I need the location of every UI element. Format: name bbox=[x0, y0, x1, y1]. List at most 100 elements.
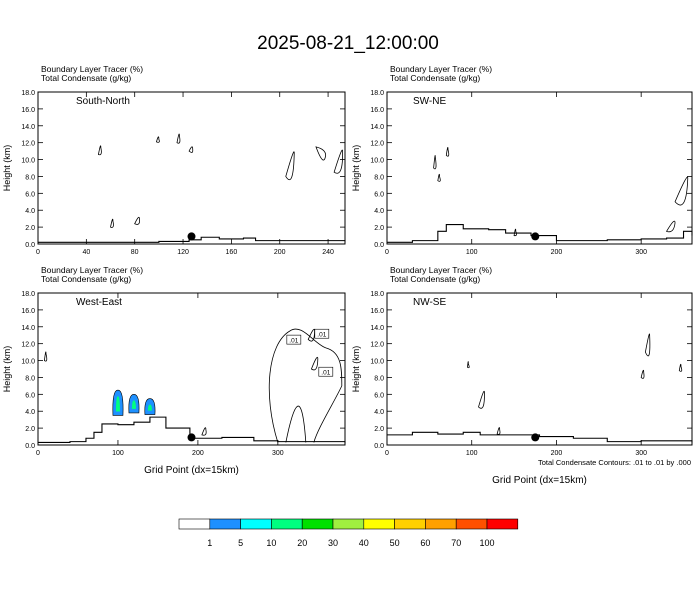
colorbar-label: 100 bbox=[479, 538, 494, 548]
location-marker bbox=[531, 232, 540, 241]
y-tick-label: 2.0 bbox=[25, 426, 35, 433]
y-axis-label: Height (km) bbox=[351, 346, 361, 393]
condensate-contour bbox=[134, 216, 140, 225]
y-axis-label: Height (km) bbox=[2, 145, 12, 192]
panel-west-east: Boundary Layer Tracer (%)Total Condensat… bbox=[2, 265, 346, 476]
field-label: Boundary Layer Tracer (%) bbox=[390, 265, 492, 275]
x-tick-label: 0 bbox=[385, 450, 389, 457]
field-label: Total Condensate (g/kg) bbox=[390, 274, 480, 284]
colorbar-label: 50 bbox=[390, 538, 400, 548]
panel-name: SW-NE bbox=[413, 96, 446, 107]
y-tick-label: 2.0 bbox=[25, 225, 35, 232]
y-tick-label: 4.0 bbox=[374, 409, 384, 416]
field-label: Total Condensate (g/kg) bbox=[390, 73, 480, 83]
y-tick-label: 18.0 bbox=[370, 291, 384, 298]
y-tick-label: 14.0 bbox=[21, 325, 35, 332]
y-tick-label: 4.0 bbox=[25, 208, 35, 215]
terrain-line bbox=[38, 236, 346, 243]
contour-label: .01 bbox=[289, 338, 298, 345]
panel-name: South-North bbox=[76, 96, 130, 107]
x-axis-label: Grid Point (dx=15km) bbox=[144, 465, 239, 476]
y-tick-label: 16.0 bbox=[21, 308, 35, 315]
y-tick-label: 2.0 bbox=[374, 225, 384, 232]
condensate-contour-large bbox=[268, 328, 343, 443]
field-label: Boundary Layer Tracer (%) bbox=[41, 265, 143, 275]
colorbar-label: 60 bbox=[420, 538, 430, 548]
colorbar-label: 70 bbox=[451, 538, 461, 548]
y-tick-label: 8.0 bbox=[25, 174, 35, 181]
x-tick-label: 100 bbox=[466, 450, 478, 457]
x-tick-label: 200 bbox=[274, 249, 286, 256]
y-tick-label: 8.0 bbox=[374, 174, 384, 181]
x-tick-label: 300 bbox=[272, 450, 284, 457]
y-tick-label: 0.0 bbox=[374, 242, 384, 249]
x-tick-label: 0 bbox=[36, 450, 40, 457]
condensate-contour bbox=[640, 369, 645, 379]
condensate-contour bbox=[97, 145, 102, 156]
colorbar-swatch bbox=[301, 518, 334, 530]
condensate-contour bbox=[285, 151, 295, 181]
colorbar-label: 10 bbox=[266, 538, 276, 548]
condensate-contour bbox=[478, 390, 485, 409]
y-tick-label: 0.0 bbox=[374, 443, 384, 450]
colorbar-swatch bbox=[486, 518, 519, 530]
condensate-contour bbox=[678, 363, 683, 372]
colorbar-swatch bbox=[455, 518, 488, 530]
plot-frame bbox=[37, 91, 346, 245]
condensate-contour bbox=[674, 176, 689, 206]
x-tick-label: 300 bbox=[635, 450, 647, 457]
x-tick-label: 200 bbox=[551, 249, 563, 256]
contour-label: .01 bbox=[321, 370, 330, 377]
tracer-plume-core bbox=[115, 396, 120, 412]
x-tick-label: 100 bbox=[466, 249, 478, 256]
terrain-line bbox=[387, 431, 693, 443]
condensate-contour bbox=[513, 228, 517, 237]
colorbar: 1 5 10 20 30 40 50 60 70 100 bbox=[178, 518, 519, 548]
colorbar-swatch bbox=[240, 518, 272, 530]
x-tick-label: 200 bbox=[551, 450, 563, 457]
colorbar-label: 40 bbox=[359, 538, 369, 548]
tracer-plume-core bbox=[147, 404, 152, 411]
y-tick-label: 6.0 bbox=[25, 191, 35, 198]
x-tick-label: 40 bbox=[82, 249, 90, 256]
y-tick-label: 10.0 bbox=[370, 359, 384, 366]
y-tick-label: 10.0 bbox=[21, 158, 35, 165]
colorbar-swatch bbox=[425, 518, 457, 530]
panel-name: West-East bbox=[76, 297, 122, 308]
x-tick-label: 300 bbox=[635, 249, 647, 256]
condensate-contour bbox=[176, 133, 181, 144]
terrain-line bbox=[387, 224, 693, 243]
y-tick-label: 16.0 bbox=[370, 308, 384, 315]
y-tick-label: 18.0 bbox=[21, 291, 35, 298]
panel-sw-ne: Boundary Layer Tracer (%)Total Condensat… bbox=[351, 64, 693, 256]
condensate-contour bbox=[110, 218, 114, 228]
x-tick-label: 120 bbox=[177, 249, 189, 256]
field-label: Total Condensate (g/kg) bbox=[41, 73, 131, 83]
contour-label-box bbox=[318, 366, 334, 377]
colorbar-swatch bbox=[271, 518, 303, 530]
y-axis-label: Height (km) bbox=[351, 145, 361, 192]
y-tick-label: 6.0 bbox=[25, 392, 35, 399]
condensate-contour bbox=[437, 173, 441, 182]
condensate-contour-inner bbox=[285, 405, 307, 443]
condensate-contour bbox=[496, 427, 501, 435]
panel-name: NW-SE bbox=[413, 297, 446, 308]
y-tick-label: 0.0 bbox=[25, 443, 35, 450]
y-axis-label: Height (km) bbox=[2, 346, 12, 393]
y-tick-label: 18.0 bbox=[21, 90, 35, 97]
colorbar-swatch bbox=[394, 518, 426, 530]
y-tick-label: 10.0 bbox=[370, 158, 384, 165]
colorbar-label: 20 bbox=[297, 538, 307, 548]
colorbar-swatch bbox=[363, 518, 395, 530]
location-marker bbox=[531, 433, 540, 442]
field-label: Boundary Layer Tracer (%) bbox=[41, 64, 143, 74]
contour-label-box bbox=[286, 334, 302, 345]
condensate-contour bbox=[333, 149, 343, 174]
x-tick-label: 0 bbox=[36, 249, 40, 256]
condensate-contour bbox=[644, 333, 651, 357]
y-tick-label: 4.0 bbox=[25, 409, 35, 416]
x-tick-label: 160 bbox=[226, 249, 238, 256]
x-tick-label: 200 bbox=[192, 450, 204, 457]
field-label: Boundary Layer Tracer (%) bbox=[390, 64, 492, 74]
